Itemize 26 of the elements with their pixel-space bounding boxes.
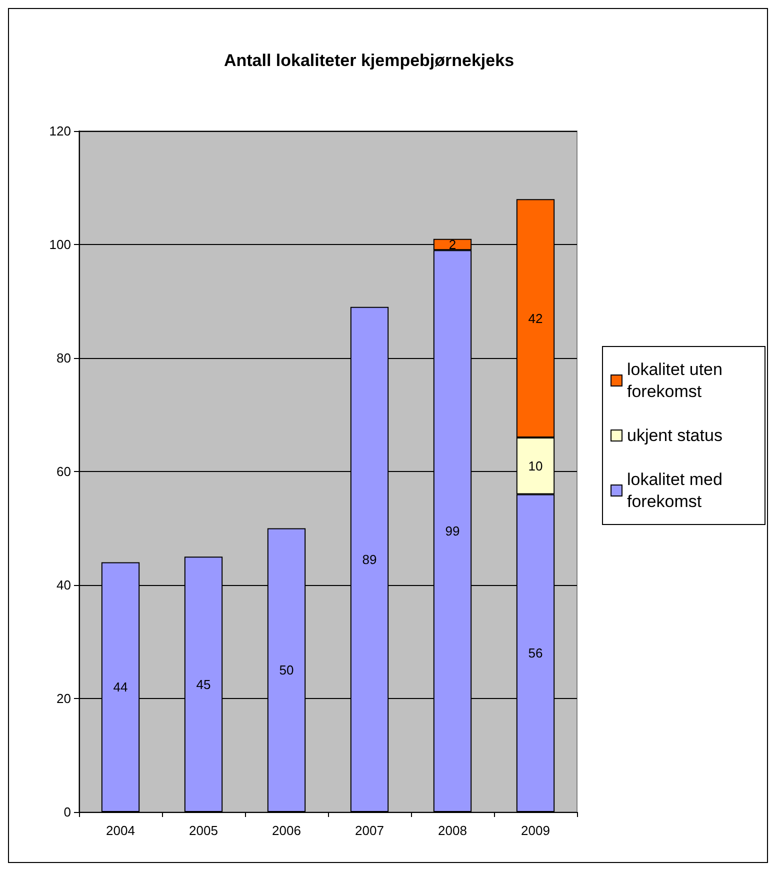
x-tick-label: 2009 [521,823,550,838]
data-label: 10 [528,458,543,474]
x-tick-label: 2007 [355,823,384,838]
y-tick-label: 80 [56,350,71,366]
x-tick-label: 2006 [272,823,301,838]
x-tick-label: 2008 [438,823,467,838]
legend-label: ukjent status [627,426,722,445]
data-label: 44 [113,680,128,695]
data-label: 89 [362,552,377,567]
y-tick-label: 0 [64,804,71,820]
x-tick-label: 2005 [189,823,218,838]
data-label: 56 [528,646,543,661]
legend-label: lokalitet uten forekomst [627,360,728,401]
y-tick-label: 100 [49,237,71,252]
chart-title: Antall lokaliteter kjempebjørnekjeks [224,51,514,70]
x-tick-label: 2004 [106,823,135,838]
legend-label: lokalitet med forekomst [627,470,728,511]
data-label: 99 [445,524,460,539]
y-tick-label: 60 [56,464,71,479]
data-label: 45 [196,676,211,692]
data-label: 2 [448,237,456,252]
data-label: 42 [528,310,543,326]
y-tick-label: 120 [49,124,71,138]
y-tick-label: 40 [56,578,71,592]
y-tick-label: 20 [56,691,71,706]
data-label: 50 [279,662,294,678]
